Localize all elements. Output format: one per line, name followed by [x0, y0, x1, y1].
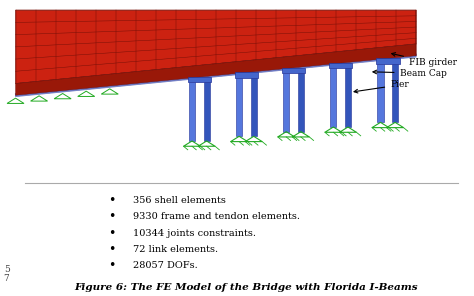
Text: 72 link elements.: 72 link elements. — [133, 245, 219, 254]
FancyBboxPatch shape — [236, 78, 242, 136]
FancyBboxPatch shape — [298, 73, 304, 132]
Text: 10344 joints constraints.: 10344 joints constraints. — [133, 229, 256, 237]
FancyBboxPatch shape — [345, 68, 351, 127]
FancyBboxPatch shape — [189, 82, 195, 141]
Polygon shape — [16, 10, 416, 83]
Text: •: • — [109, 259, 116, 272]
FancyBboxPatch shape — [282, 68, 305, 73]
Text: 28057 DOFs.: 28057 DOFs. — [133, 261, 198, 270]
FancyBboxPatch shape — [376, 58, 400, 64]
Text: Beam Cap: Beam Cap — [373, 69, 447, 78]
Text: FIB girder: FIB girder — [392, 53, 457, 67]
FancyBboxPatch shape — [188, 77, 211, 82]
Text: •: • — [109, 210, 116, 223]
Text: •: • — [109, 226, 116, 239]
Text: •: • — [109, 194, 116, 207]
FancyBboxPatch shape — [329, 63, 353, 68]
Text: Pier: Pier — [354, 81, 409, 93]
FancyBboxPatch shape — [251, 78, 257, 136]
FancyBboxPatch shape — [392, 64, 398, 122]
Text: Figure 6: The FE Model of the Bridge with Florida I-Beams: Figure 6: The FE Model of the Bridge wit… — [74, 283, 418, 292]
Text: 9330 frame and tendon elements.: 9330 frame and tendon elements. — [133, 213, 301, 221]
Polygon shape — [16, 44, 416, 95]
FancyBboxPatch shape — [203, 82, 210, 141]
FancyBboxPatch shape — [283, 73, 289, 132]
FancyBboxPatch shape — [377, 64, 383, 122]
FancyBboxPatch shape — [235, 73, 258, 78]
FancyBboxPatch shape — [330, 68, 337, 127]
Text: 7: 7 — [4, 274, 9, 283]
Text: •: • — [109, 243, 116, 256]
Text: 5: 5 — [4, 265, 9, 274]
Text: 356 shell elements: 356 shell elements — [133, 196, 226, 205]
